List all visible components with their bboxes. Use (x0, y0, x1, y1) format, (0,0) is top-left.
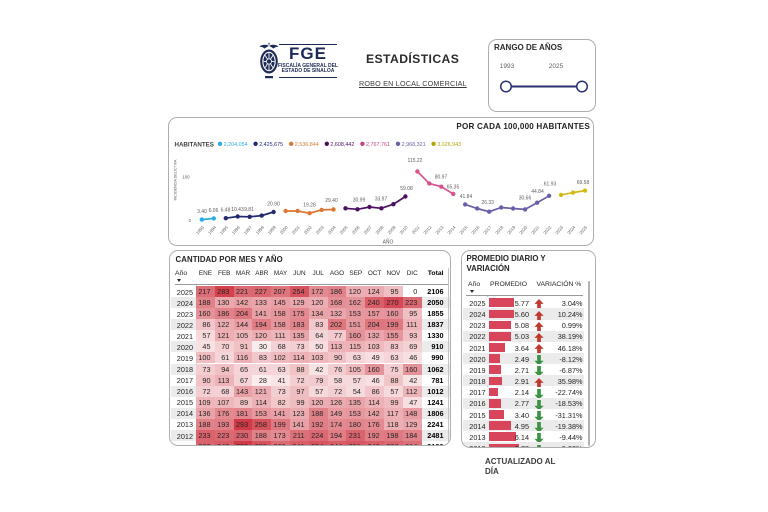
svg-text:19.28: 19.28 (303, 203, 316, 209)
svg-text:2021: 2021 (530, 224, 541, 235)
svg-text:0: 0 (189, 218, 192, 223)
svg-text:9.81: 9.81 (244, 207, 254, 213)
svg-text:2014: 2014 (446, 224, 457, 235)
svg-text:2009: 2009 (387, 224, 398, 235)
svg-text:30.66: 30.66 (519, 196, 532, 202)
svg-text:2006: 2006 (351, 224, 362, 235)
svg-text:2016: 2016 (470, 224, 481, 235)
svg-text:2023: 2023 (554, 224, 565, 235)
svg-text:1997: 1997 (243, 224, 254, 235)
svg-text:HABITANTES: HABITANTES (175, 141, 214, 148)
svg-text:2,536,844: 2,536,844 (295, 142, 319, 148)
svg-text:30.99: 30.99 (353, 198, 366, 204)
svg-text:44.84: 44.84 (531, 189, 544, 195)
svg-text:61.93: 61.93 (544, 182, 557, 188)
svg-text:3,026,943: 3,026,943 (437, 142, 461, 148)
svg-text:2012: 2012 (422, 224, 433, 235)
svg-text:INCIDENCIA DELICTIVA: INCIDENCIA DELICTIVA (174, 159, 178, 200)
svg-text:2015: 2015 (458, 224, 469, 235)
svg-text:2,968,321: 2,968,321 (402, 142, 426, 148)
svg-text:2025: 2025 (578, 224, 589, 235)
svg-text:2004: 2004 (327, 224, 338, 235)
svg-text:65.35: 65.35 (447, 184, 460, 190)
svg-text:80.97: 80.97 (435, 174, 448, 180)
svg-text:2017: 2017 (482, 224, 493, 235)
svg-text:2000: 2000 (279, 224, 290, 235)
svg-text:2018: 2018 (494, 224, 505, 235)
svg-text:20.90: 20.90 (267, 202, 280, 208)
svg-text:2001: 2001 (291, 224, 302, 235)
svg-text:33.97: 33.97 (375, 197, 388, 203)
svg-text:2,425,675: 2,425,675 (259, 142, 283, 148)
svg-text:6.06: 6.06 (209, 208, 219, 214)
svg-text:3.40: 3.40 (197, 209, 207, 215)
svg-text:2024: 2024 (566, 224, 577, 235)
svg-text:1996: 1996 (231, 224, 242, 235)
svg-text:100: 100 (182, 175, 190, 180)
svg-text:10.43: 10.43 (231, 207, 244, 213)
svg-text:1998: 1998 (255, 224, 266, 235)
svg-text:2007: 2007 (363, 224, 374, 235)
svg-text:2019: 2019 (506, 224, 517, 235)
svg-text:2,204,054: 2,204,054 (224, 142, 248, 148)
svg-text:2008: 2008 (375, 224, 386, 235)
svg-text:2013: 2013 (434, 224, 445, 235)
svg-text:2,608,442: 2,608,442 (330, 142, 354, 148)
svg-text:26.33: 26.33 (481, 200, 494, 206)
svg-text:59.08: 59.08 (400, 186, 413, 192)
svg-text:2010: 2010 (399, 224, 410, 235)
svg-text:69.58: 69.58 (577, 180, 590, 186)
svg-text:1995: 1995 (219, 224, 230, 235)
svg-text:2005: 2005 (339, 224, 350, 235)
svg-text:2,767,761: 2,767,761 (366, 142, 390, 148)
svg-text:29.40: 29.40 (325, 198, 338, 204)
svg-text:2020: 2020 (518, 224, 529, 235)
svg-text:6.48: 6.48 (221, 208, 231, 214)
svg-text:2022: 2022 (542, 224, 553, 235)
svg-text:2011: 2011 (411, 224, 421, 235)
svg-text:1993: 1993 (195, 224, 206, 235)
svg-text:AÑO: AÑO (383, 239, 394, 246)
svg-text:2003: 2003 (315, 224, 326, 235)
svg-text:41.84: 41.84 (460, 194, 473, 200)
svg-text:1999: 1999 (267, 224, 278, 235)
svg-text:2002: 2002 (303, 224, 314, 235)
svg-text:1994: 1994 (207, 224, 218, 235)
svg-text:115.22: 115.22 (408, 158, 423, 164)
